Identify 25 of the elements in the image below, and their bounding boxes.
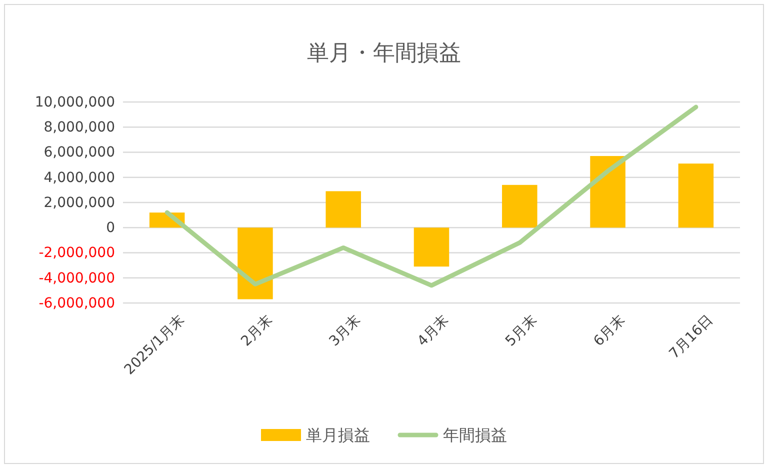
legend-label: 年間損益 bbox=[443, 426, 507, 445]
chart-title: 単月・年間損益 bbox=[307, 41, 461, 66]
y-tick-label: 8,000,000 bbox=[44, 120, 115, 136]
y-tick-label: 2,000,000 bbox=[44, 194, 115, 211]
bar bbox=[502, 184, 538, 228]
x-tick-label: 6月末 bbox=[590, 312, 628, 350]
bar bbox=[238, 228, 273, 300]
x-tick-label: 3月末 bbox=[326, 312, 364, 350]
bar bbox=[326, 191, 361, 228]
y-tick-label: 6,000,000 bbox=[44, 144, 115, 161]
x-tick-label: 7月16日 bbox=[666, 312, 716, 362]
y-tick-label: 0 bbox=[106, 220, 115, 236]
y-tick-label: 4,000,000 bbox=[44, 170, 115, 186]
bar bbox=[678, 164, 714, 228]
y-tick-label: -2,000,000 bbox=[38, 245, 115, 262]
x-tick-label: 4月末 bbox=[414, 312, 452, 350]
y-tick-label: -6,000,000 bbox=[38, 295, 115, 312]
bar bbox=[590, 156, 626, 228]
y-tick-label: 10,000,000 bbox=[34, 94, 115, 110]
x-tick-label: 5月末 bbox=[502, 312, 540, 350]
line-series bbox=[164, 104, 698, 288]
y-tick-label: -4,000,000 bbox=[38, 270, 115, 286]
bar bbox=[414, 228, 450, 267]
legend-label: 単月損益 bbox=[306, 426, 370, 445]
x-tick-label: 2月末 bbox=[238, 312, 276, 350]
